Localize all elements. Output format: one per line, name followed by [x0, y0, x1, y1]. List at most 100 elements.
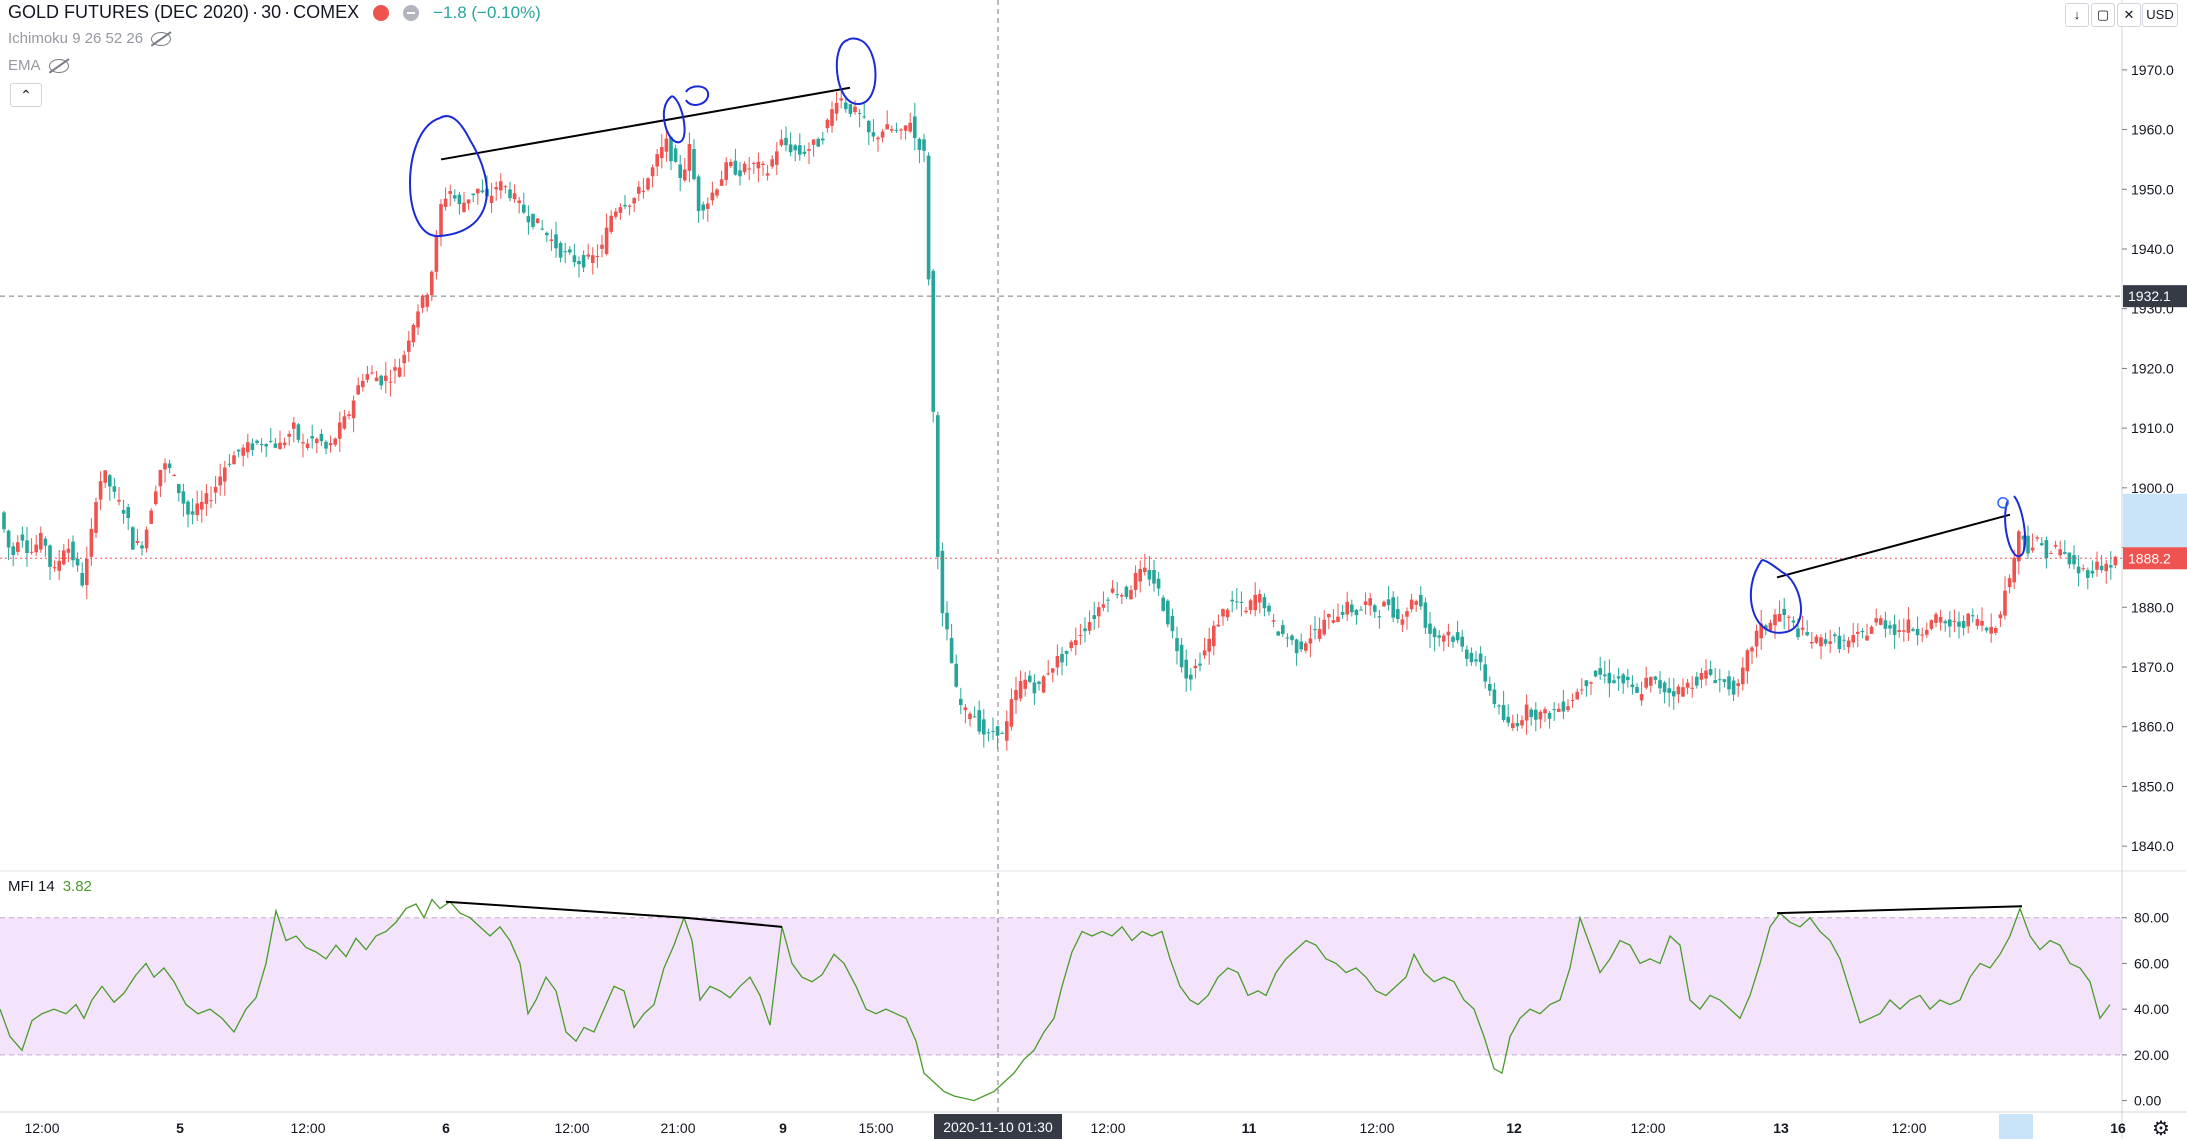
candle-body: [738, 170, 742, 177]
mfi-tick-label: 80.00: [2134, 910, 2169, 926]
maximize-button[interactable]: ▢: [2091, 3, 2115, 27]
candle-body: [416, 311, 420, 328]
candle-body: [1276, 631, 1280, 636]
ichimoku-legend[interactable]: Ichimoku 9 26 52 26: [8, 30, 172, 47]
candle-body: [489, 195, 494, 203]
candle-body: [71, 541, 75, 561]
candle-body: [62, 550, 66, 565]
candle-body: [1336, 616, 1340, 622]
candle-body: [793, 145, 797, 151]
candle-body: [816, 138, 820, 147]
candle-body: [1267, 605, 1271, 612]
alert-marker-icon: [1997, 497, 2009, 509]
candle-body: [669, 137, 673, 162]
candle-body: [494, 187, 498, 190]
ema-legend[interactable]: EMA: [8, 57, 69, 74]
candle-body: [673, 148, 678, 162]
candle-body: [678, 164, 682, 179]
candle-body: [683, 169, 687, 181]
candle-body: [39, 532, 43, 550]
eye-hidden-icon[interactable]: [151, 31, 172, 46]
candle-body: [811, 139, 816, 145]
candle-body: [2113, 556, 2118, 566]
candle-body: [963, 707, 968, 711]
candle-body: [568, 249, 572, 253]
candle-body: [1345, 601, 1349, 615]
candle-body: [1593, 670, 1598, 677]
candle-body: [420, 295, 425, 308]
hand-drawn-circle: [685, 85, 710, 106]
candle-body: [186, 501, 190, 515]
candle-body: [1202, 650, 1207, 656]
candle-body: [241, 447, 245, 456]
collapse-legend-button[interactable]: ⌃: [10, 83, 42, 107]
candle-body: [664, 138, 669, 152]
candle-body: [1658, 680, 1662, 689]
candle-body: [246, 442, 250, 453]
candle-body: [34, 544, 38, 553]
currency-button[interactable]: USD: [2142, 3, 2178, 27]
candle-body: [333, 438, 337, 445]
price-tick-label: 1840.0: [2131, 838, 2174, 854]
neutral-dot-icon[interactable]: [403, 4, 420, 21]
candle-body: [250, 443, 255, 450]
candle-body: [6, 530, 11, 548]
candle-body: [798, 145, 802, 155]
mfi-legend[interactable]: MFI 14 3.82: [8, 878, 92, 895]
candle-body: [1097, 607, 1101, 617]
time-tick-label: 12:00: [290, 1120, 325, 1136]
candle-body: [227, 463, 232, 465]
candle-body: [627, 205, 632, 207]
mfi-tick-label: 60.00: [2134, 955, 2169, 971]
candle-body: [1106, 599, 1110, 601]
candle-body: [581, 255, 586, 268]
gear-icon[interactable]: ⚙: [2152, 1118, 2170, 1140]
candle-body: [1773, 614, 1777, 626]
candle-body: [1961, 620, 1966, 628]
candle-body: [190, 511, 195, 515]
candle-body: [1630, 684, 1635, 688]
candle-body: [637, 186, 641, 194]
candle-body: [347, 414, 351, 417]
trendline: [1776, 905, 2023, 915]
candle-body: [1184, 659, 1188, 679]
sell-dot-icon[interactable]: [373, 4, 390, 21]
candle-body: [885, 124, 889, 130]
candle-body: [11, 546, 15, 556]
candle-body: [98, 481, 103, 500]
candle-body: [867, 120, 871, 133]
candle-body: [1810, 642, 1814, 644]
close-pane-button[interactable]: ✕: [2117, 3, 2141, 27]
eye-hidden-icon[interactable]: [48, 58, 69, 73]
candle-body: [1120, 595, 1124, 597]
symbol-title[interactable]: GOLD FUTURES (DEC 2020) · 30 · COMEX −1.…: [8, 2, 541, 22]
candle-body: [154, 491, 158, 505]
candle-body: [1230, 599, 1234, 602]
candle-body: [719, 179, 724, 186]
candle-body: [1612, 680, 1616, 683]
candle-body: [338, 422, 342, 439]
candle-body: [1138, 568, 1142, 582]
candle-body: [48, 545, 52, 567]
price-tick-label: 1950.0: [2131, 181, 2174, 197]
candle-body: [112, 486, 117, 492]
mfi-band: [0, 917, 2122, 1055]
candle-body: [1649, 677, 1653, 686]
candle-body: [1455, 632, 1460, 641]
candle-body: [1754, 630, 1759, 647]
candle-body: [20, 534, 25, 541]
last-price-box: [2123, 547, 2187, 570]
candle-body: [715, 189, 719, 196]
crosshair-price-label: 1932.1: [2128, 288, 2171, 304]
candle-body: [839, 98, 843, 101]
candle-body: [163, 463, 167, 470]
candle-body: [1488, 683, 1492, 691]
candle-body: [890, 129, 894, 131]
candle-body: [374, 377, 379, 382]
candle-body: [687, 144, 692, 171]
candle-body: [830, 109, 834, 126]
move-down-button[interactable]: ↓: [2065, 3, 2089, 27]
chevron-up-icon: ⌃: [20, 87, 32, 103]
candle-body: [655, 154, 659, 167]
